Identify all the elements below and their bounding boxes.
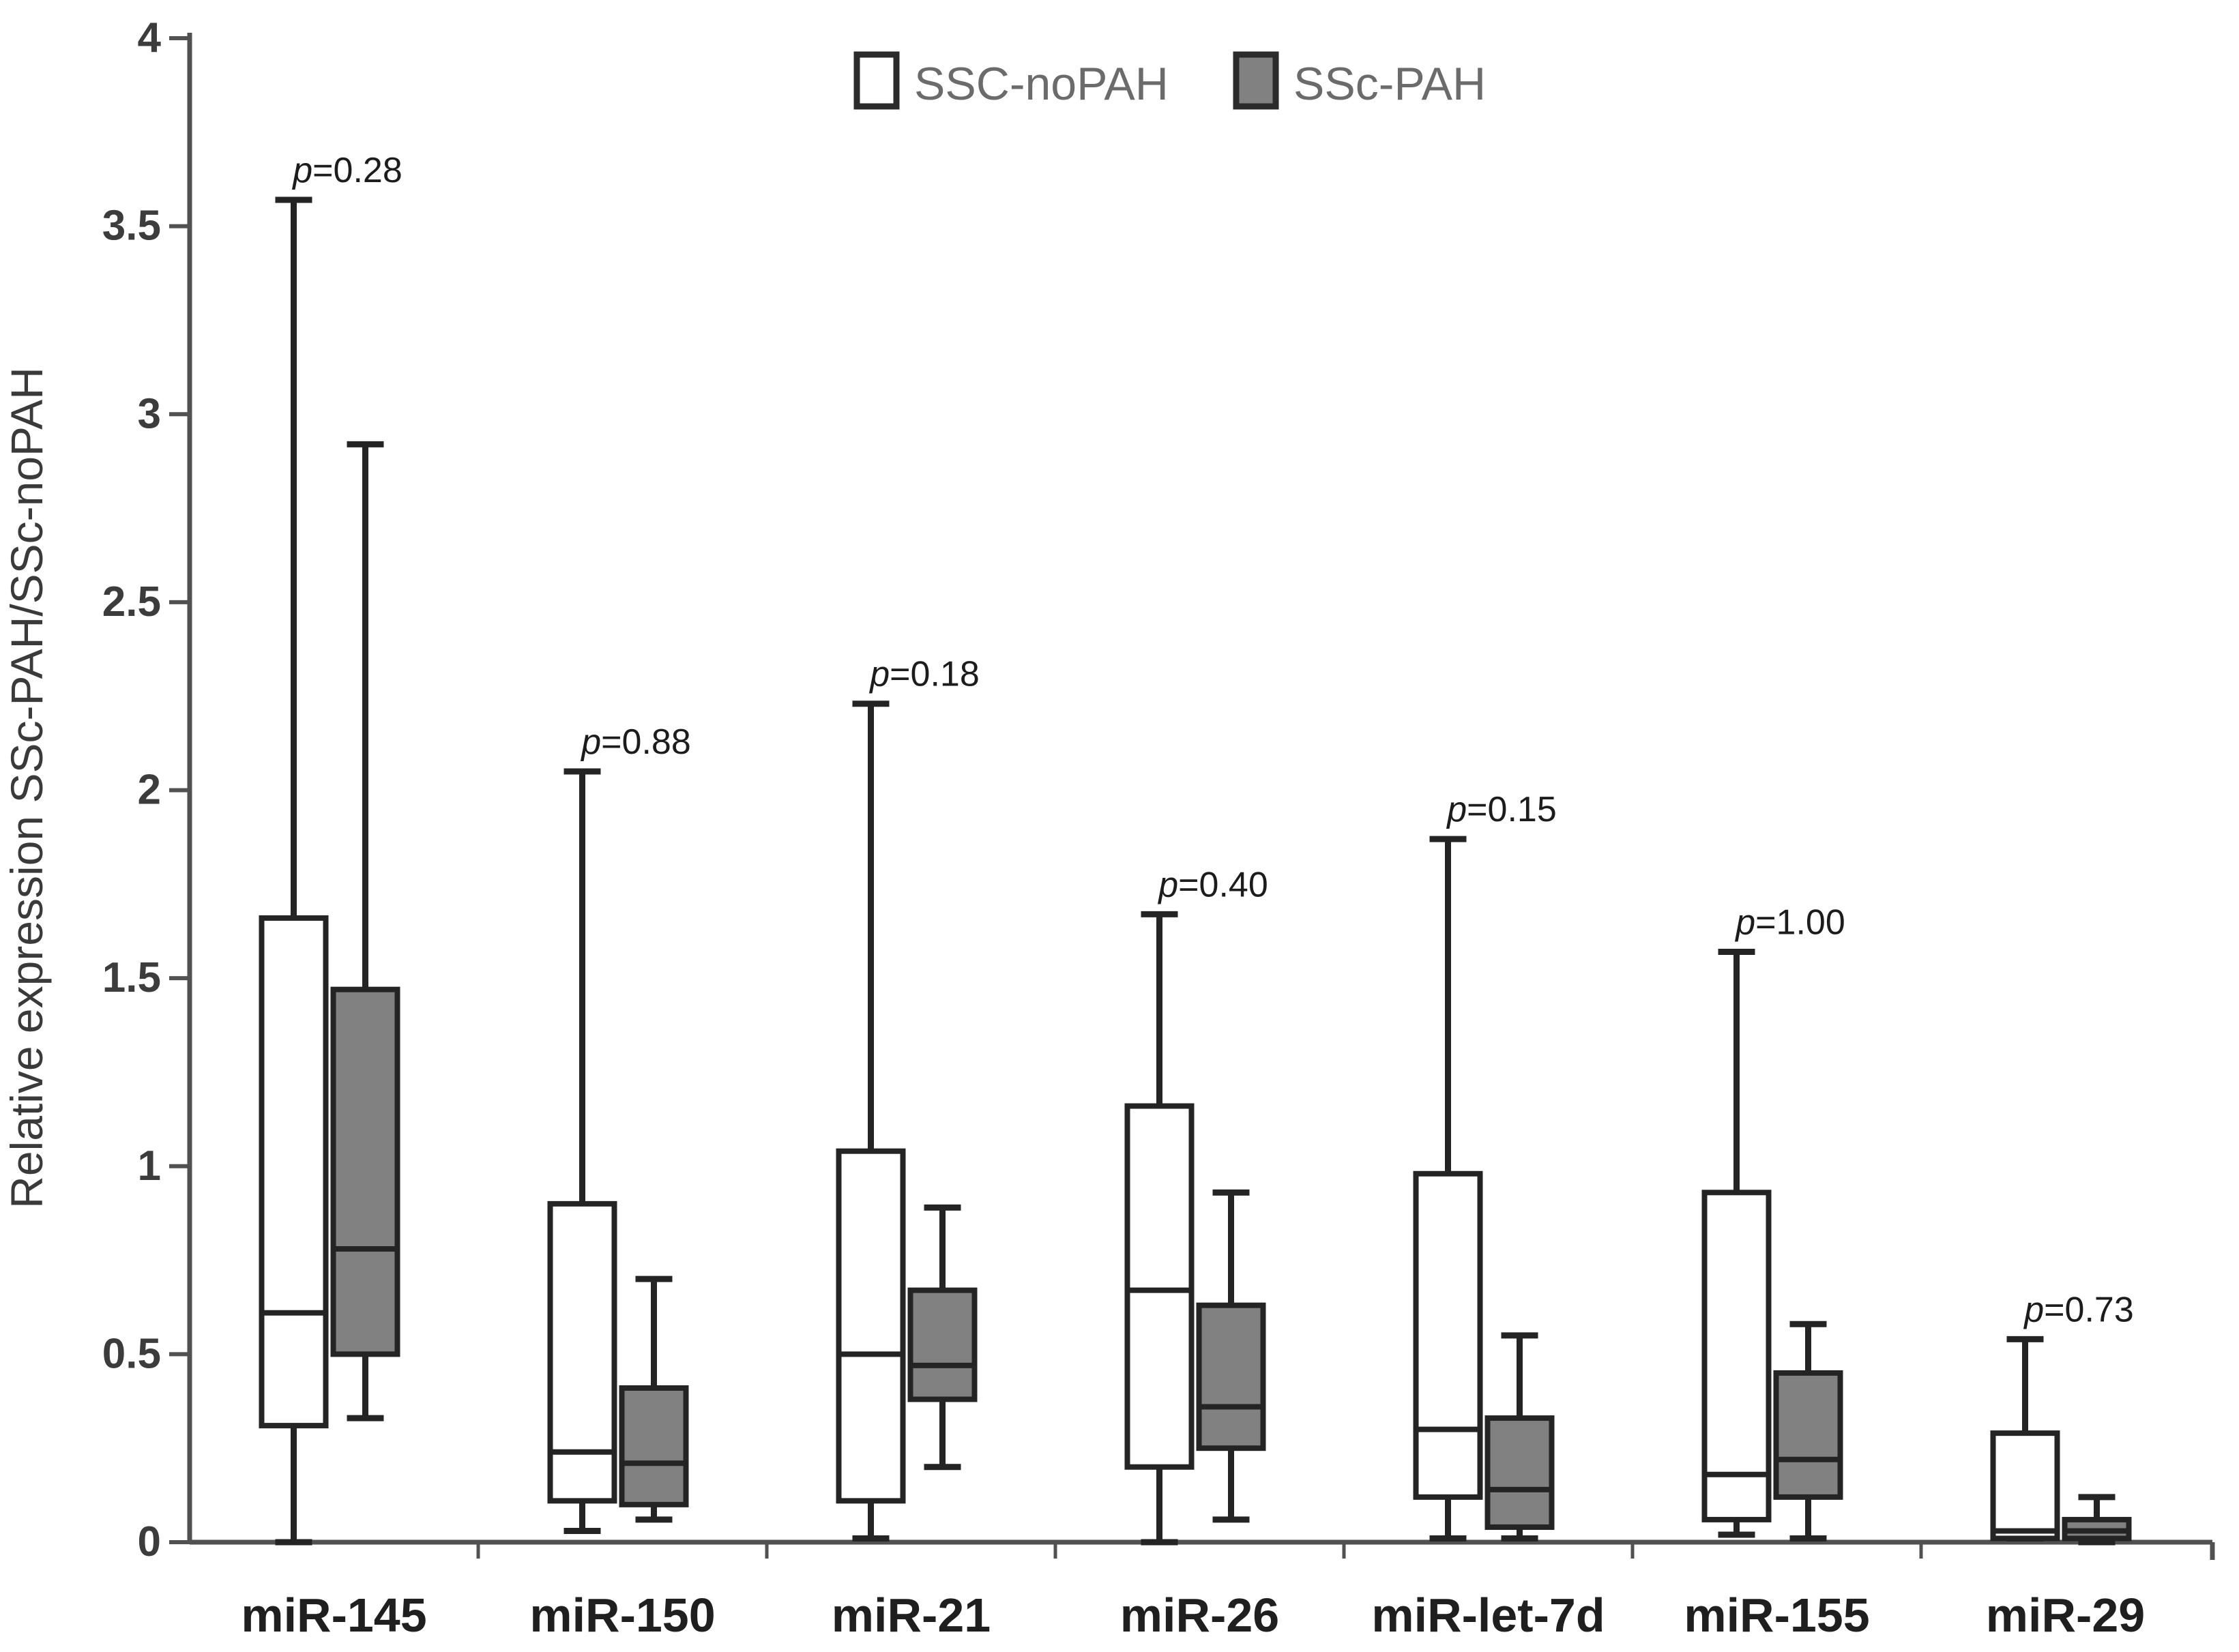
iqr-box	[1484, 1415, 1555, 1530]
y-tick-label: 3.5	[102, 203, 161, 250]
legend: SSC-noPAH SSc-PAH	[853, 51, 1486, 110]
box-SSc-PAH-miR-29	[2062, 1494, 2132, 1546]
box-SSc-PAH-miR-21	[907, 1204, 978, 1471]
box-SSC-noPAH-miR-let-7d	[1413, 836, 1483, 1542]
iqr-box	[619, 1385, 689, 1507]
iqr-box	[1413, 1170, 1483, 1500]
box-SSc-PAH-miR-150	[619, 1275, 689, 1523]
y-tick-label: 2.5	[102, 578, 161, 625]
x-category-label: miR-145	[241, 1589, 426, 1642]
y-tick-label: 3	[138, 390, 161, 437]
iqr-box	[836, 1148, 906, 1504]
iqr-box	[1701, 1190, 1772, 1522]
box-SSc-PAH-miR-155	[1773, 1321, 1843, 1542]
iqr-box	[907, 1287, 978, 1402]
box-SSC-noPAH-miR-26	[1124, 911, 1195, 1546]
y-tick-label: 1	[138, 1142, 161, 1190]
iqr-box	[547, 1200, 617, 1504]
y-tick-label: 2	[138, 767, 161, 814]
box-SSC-noPAH-miR-29	[1990, 1336, 2060, 1542]
box-SSC-noPAH-miR-155	[1701, 949, 1772, 1538]
legend-swatch-ssc-nopah-icon	[853, 51, 900, 110]
iqr-box	[1773, 1370, 1843, 1500]
legend-swatch-ssc-pah-icon	[1233, 51, 1279, 110]
iqr-box	[330, 986, 400, 1357]
iqr-box	[1124, 1103, 1195, 1470]
box-SSc-PAH-miR-145	[330, 441, 400, 1421]
legend-label-ssc-nopah: SSC-noPAH	[914, 58, 1169, 110]
x-category-label: miR-155	[1684, 1589, 1869, 1642]
y-tick-label: 4	[138, 14, 162, 61]
iqr-box	[259, 915, 329, 1429]
p-value-label: p=0.28	[291, 151, 403, 190]
x-category-label: miR-150	[529, 1589, 715, 1642]
p-value-label: p=1.00	[1734, 903, 1845, 943]
x-category-label: miR-21	[832, 1589, 991, 1642]
iqr-box	[1990, 1430, 2060, 1542]
box-SSc-PAH-miR-let-7d	[1484, 1332, 1555, 1542]
box-SSc-PAH-miR-26	[1196, 1189, 1266, 1523]
p-value-label: p=0.15	[1446, 790, 1557, 829]
p-value-label: p=0.73	[2023, 1290, 2134, 1329]
y-tick-label: 0	[138, 1518, 161, 1565]
box-SSC-noPAH-miR-21	[836, 700, 906, 1542]
p-value-label: p=0.88	[580, 722, 691, 762]
x-category-label: miR-let-7d	[1371, 1589, 1605, 1642]
legend-label-ssc-pah: SSc-PAH	[1293, 58, 1486, 110]
box-SSC-noPAH-miR-150	[547, 768, 617, 1534]
iqr-box	[1196, 1302, 1266, 1451]
box-SSC-noPAH-miR-145	[259, 196, 329, 1546]
plot-area: 0 0.5 1 1.5 2 2.5 3 3.5 4 p=0.28 miR-145 p=0.88 miR-…	[102, 14, 2215, 1642]
y-axis-title: Relative expression SSc-PAH/SSc-noPAH	[1, 367, 52, 1209]
p-value-label: p=0.40	[1157, 865, 1268, 904]
x-category-label: miR-29	[1986, 1589, 2145, 1642]
y-tick-label: 0.5	[102, 1330, 161, 1377]
x-category-label: miR-26	[1120, 1589, 1279, 1642]
y-tick-label: 1.5	[102, 954, 161, 1001]
p-value-label: p=0.18	[868, 655, 980, 694]
